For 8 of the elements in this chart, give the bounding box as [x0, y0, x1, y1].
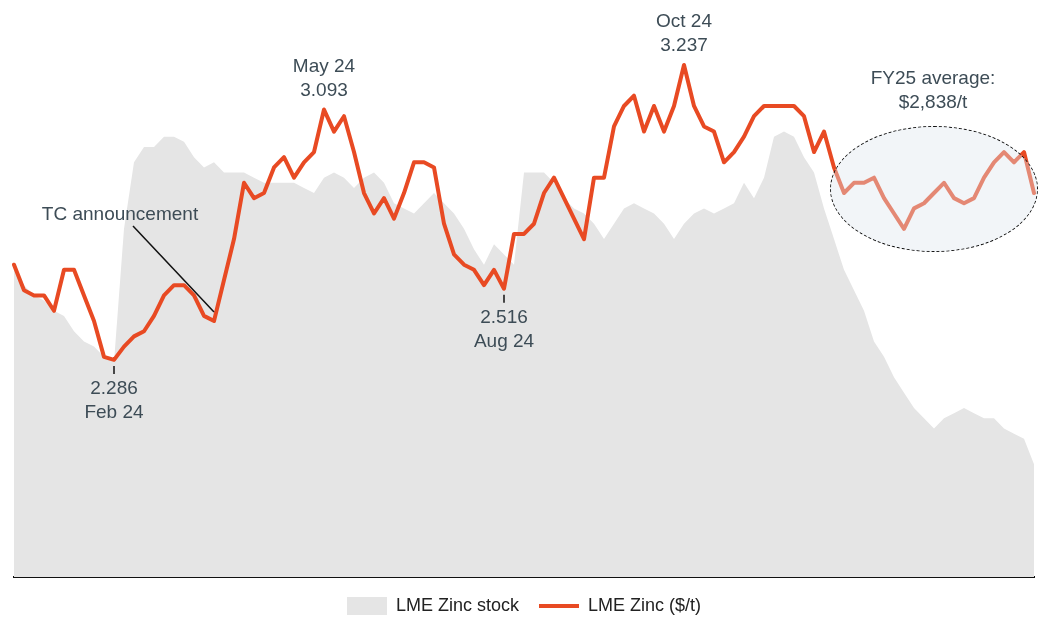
annotation: FY25 average: $2,838/t: [870, 67, 996, 112]
legend-label: LME Zinc stock: [395, 594, 521, 615]
annotation: Oct 24 3.237: [656, 10, 713, 56]
annotation: TC announcement: [41, 203, 199, 224]
annotation: 2.516 Aug 24: [473, 305, 535, 351]
annotation: May 24 3.093: [292, 54, 356, 100]
legend-label: LME Zinc ($/t): [588, 594, 702, 615]
annotation: 2.286 Feb 24: [84, 376, 145, 422]
